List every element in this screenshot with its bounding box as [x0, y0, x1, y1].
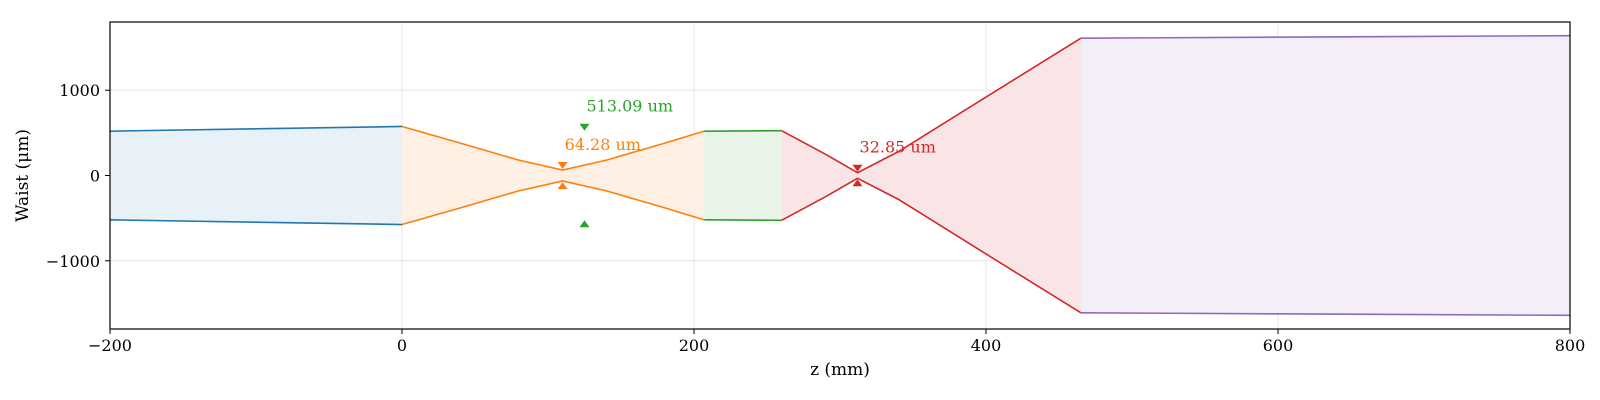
- beam-upper-line-3: [781, 37, 1082, 174]
- beam-lower-line-3: [781, 177, 1082, 314]
- beam-upper-line-0: [109, 125, 403, 132]
- waist-marker-bottom-1: [579, 220, 590, 228]
- waist-label-2: 32.85 um: [860, 138, 936, 157]
- waist-label-0: 64.28 um: [565, 135, 641, 154]
- x-axis-label: z (mm): [810, 360, 870, 380]
- waist-marker-bottom-0: [557, 181, 568, 189]
- x-tick-label: 200: [679, 336, 710, 355]
- beam-fill-0: [110, 126, 402, 225]
- beam-fill-3: [781, 38, 1081, 313]
- beam-upper-line-1: [401, 125, 705, 171]
- y-tick-label: 1000: [59, 81, 100, 100]
- x-tick-label: 600: [1263, 336, 1294, 355]
- beam-fill-1: [402, 126, 705, 225]
- beam-fill-4: [1080, 35, 1570, 316]
- waist-label-1: 513.09 um: [587, 97, 674, 116]
- waist-marker-top-0: [557, 162, 568, 170]
- beam-lower-line-1: [401, 180, 705, 226]
- beam-upper-line-4: [1080, 34, 1571, 40]
- x-tick-label: −200: [88, 336, 132, 355]
- y-tick-label: 0: [90, 167, 100, 186]
- x-tick-label: 400: [971, 336, 1002, 355]
- beam-lines: [109, 34, 1571, 317]
- waist-markers: 64.28 um 513.09 um 32.85 um: [557, 97, 936, 228]
- beam-fills: [110, 35, 1570, 316]
- y-axis-label: Waist (μm): [13, 129, 33, 222]
- beam-lower-line-0: [109, 219, 403, 226]
- beam-lower-line-4: [1080, 311, 1571, 317]
- x-tick-label: 0: [397, 336, 407, 355]
- waist-marker-bottom-2: [852, 179, 863, 187]
- x-tick-label: 800: [1555, 336, 1586, 355]
- y-axis-ticks: 1000 0 −1000: [46, 81, 110, 271]
- waist-marker-top-2: [852, 164, 863, 172]
- x-axis-ticks: −200 0 200 400 600 800: [88, 329, 1585, 355]
- waist-marker-top-1: [579, 123, 590, 131]
- beam-fill-2: [704, 130, 782, 221]
- y-tick-label: −1000: [46, 252, 100, 271]
